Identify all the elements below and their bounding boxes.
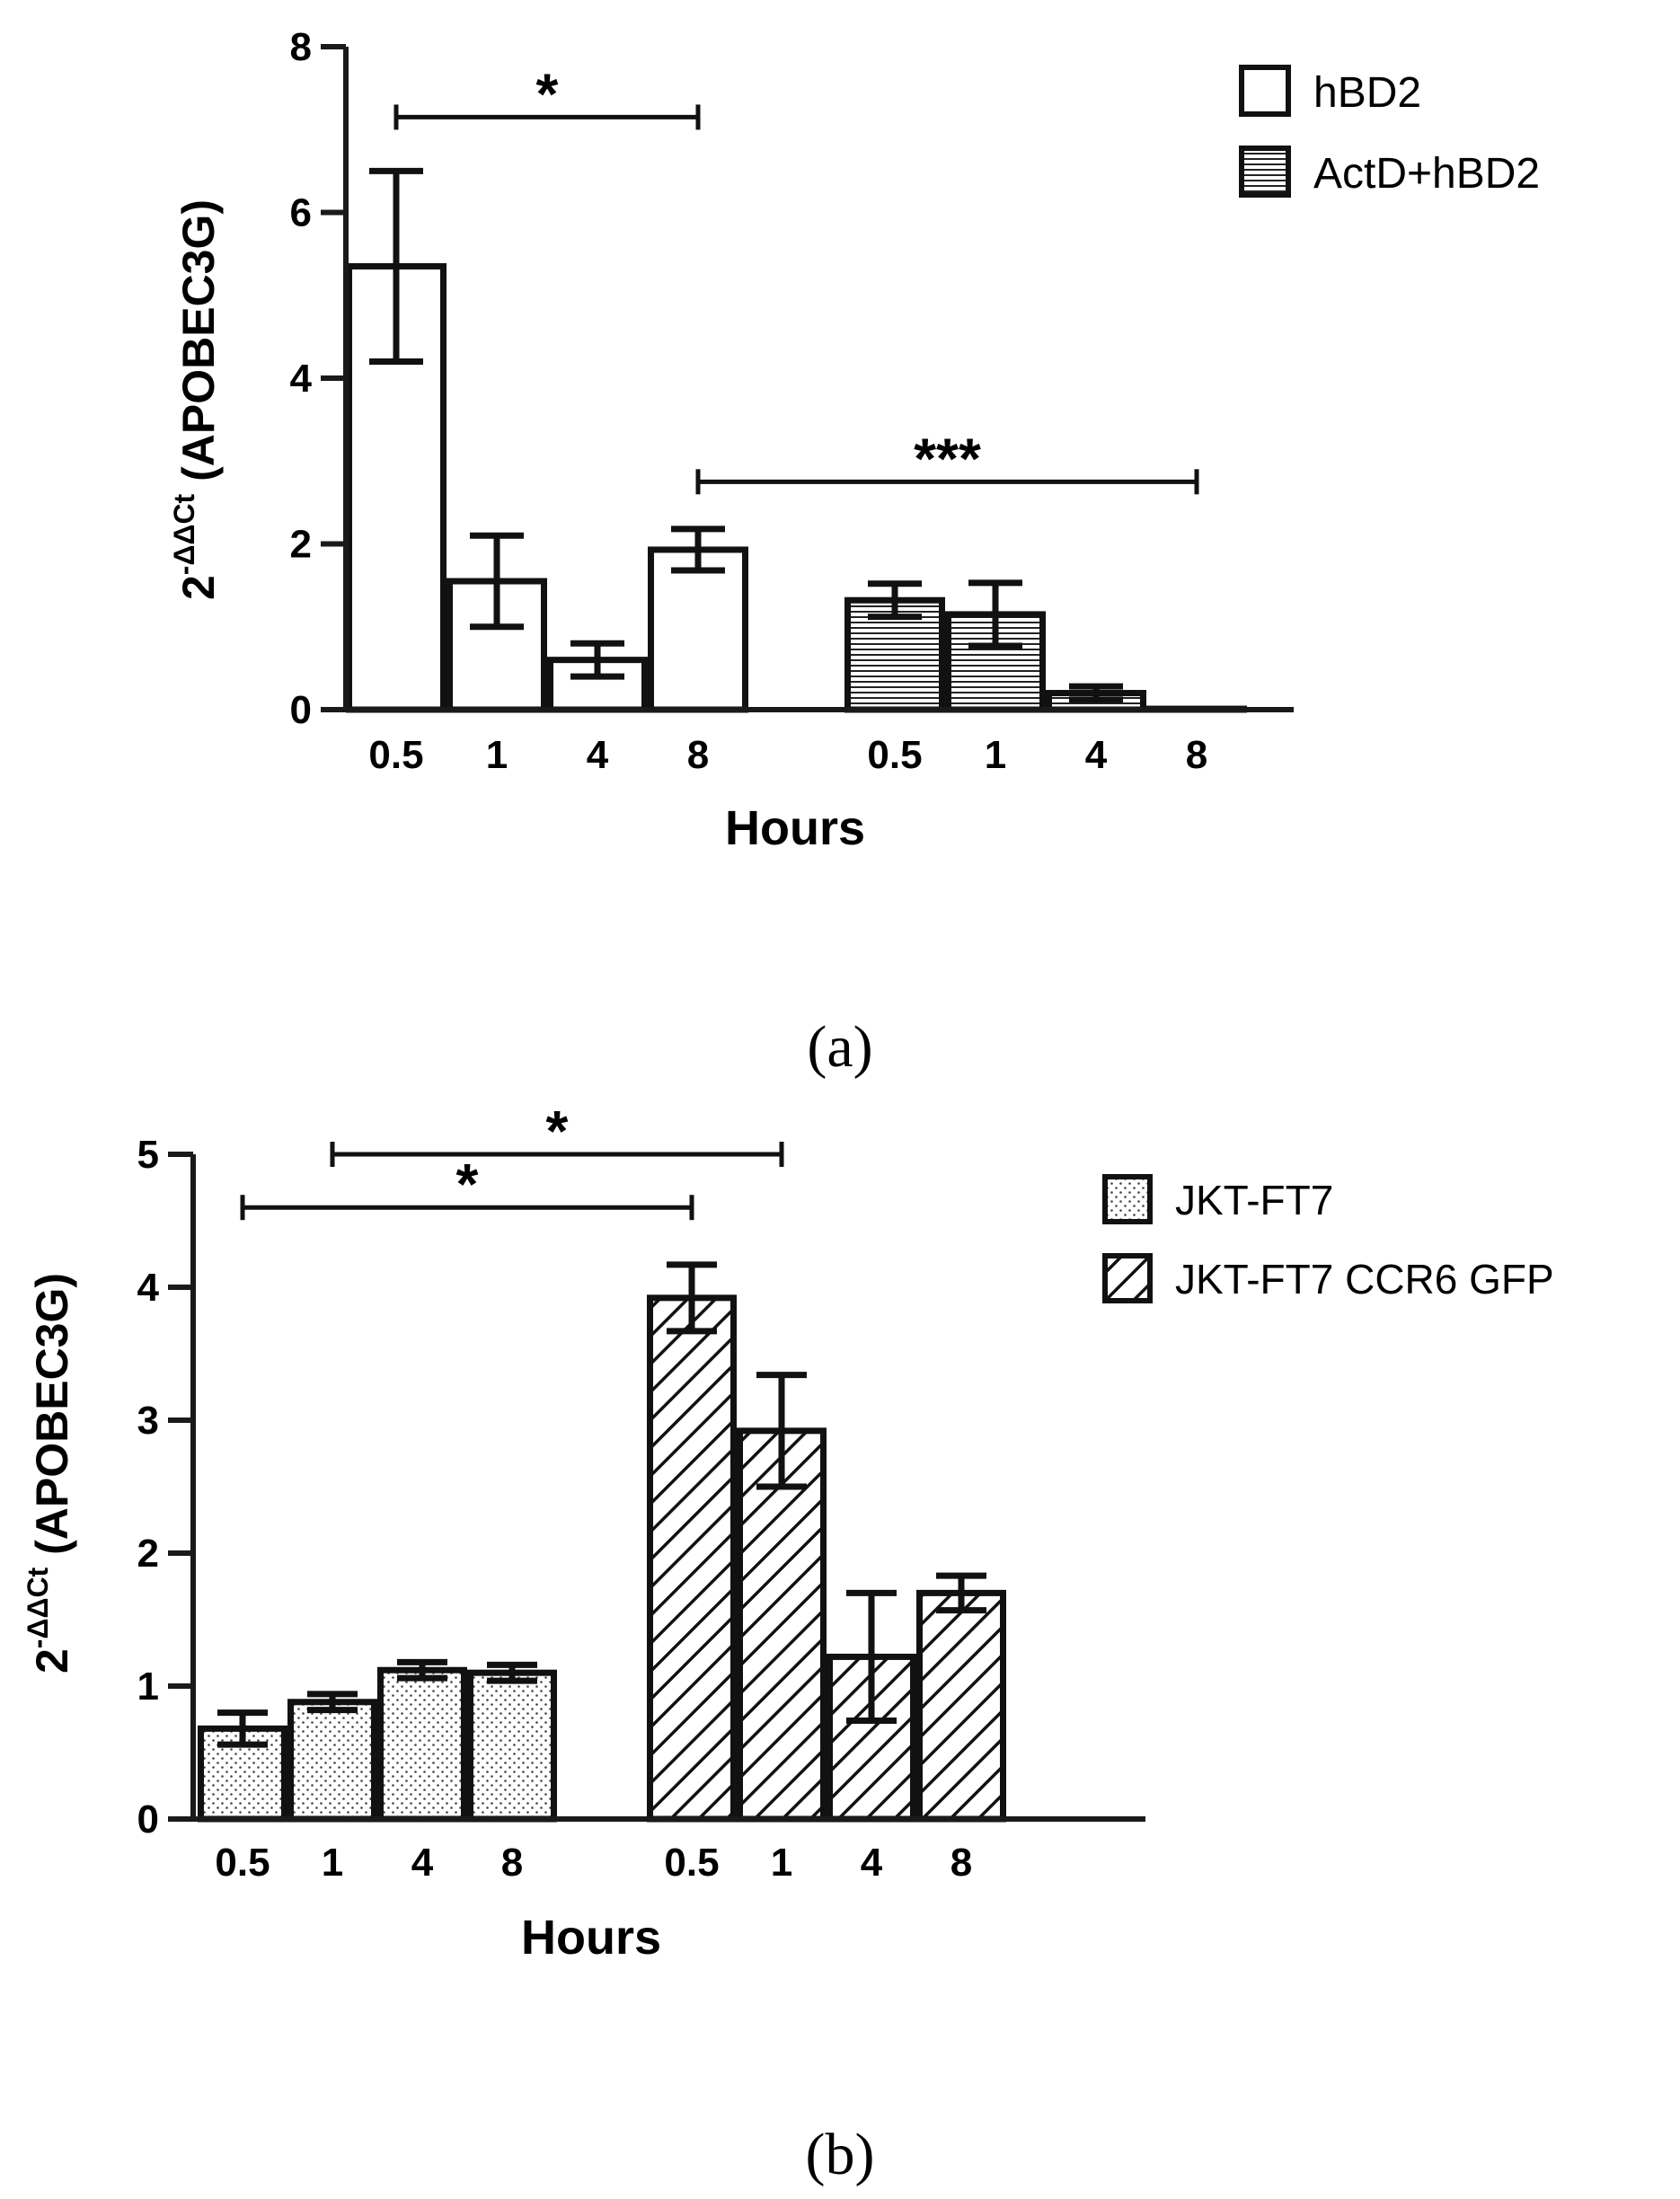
panel-b-x-axis-title: Hours (521, 1911, 661, 1965)
x-tick-label: 0.5 (215, 1841, 270, 1885)
significance-label: * (456, 1152, 479, 1216)
panel-b-chart: 0 1 2 3 4 5 * * 0.5 1 4 8 0.5 1 4 8 Hours 2-ΔΔCt (APO… (22, 1099, 1554, 2187)
panel-b-y-axis-title: 2-ΔΔCt (APOBEC3G) (22, 1273, 77, 1674)
x-tick-label: 4 (861, 1841, 883, 1885)
significance-label: * (536, 61, 559, 126)
x-tick-label: 4 (587, 733, 609, 777)
x-tick-label: 1 (771, 1841, 792, 1885)
x-tick-label: 1 (322, 1841, 343, 1885)
legend-label: JKT-FT7 (1175, 1177, 1333, 1223)
y-tick-label: 4 (290, 357, 313, 401)
x-tick-label: 1 (985, 733, 1006, 777)
x-tick-label: 0.5 (867, 733, 922, 777)
legend-swatch (1102, 1174, 1153, 1224)
legend-label: hBD2 (1313, 69, 1421, 117)
y-tick-label: 4 (137, 1266, 160, 1310)
legend-label: JKT-FT7 CCR6 GFP (1175, 1256, 1554, 1303)
panel-a-y-axis-title: 2-ΔΔCt (APOBEC3G) (168, 199, 224, 600)
y-tick-label: 3 (137, 1399, 159, 1443)
panel-b-label: (b) (806, 2122, 875, 2187)
bar-jkt-ft7-ccr6-gfp-8h (916, 1589, 1006, 1823)
y-tick-label: 1 (137, 1665, 159, 1709)
y-tick-label: 2 (137, 1532, 159, 1576)
y-tick-label: 5 (137, 1133, 159, 1177)
significance-label: *** (914, 426, 981, 490)
x-tick-label: 8 (687, 733, 709, 777)
y-tick-label: 8 (290, 25, 312, 69)
y-tick-label: 2 (290, 523, 312, 567)
y-tick-label: 0 (290, 688, 312, 732)
x-tick-label: 8 (501, 1841, 523, 1885)
y-tick-label: 6 (290, 191, 312, 235)
panel-a-x-axis-title: Hours (725, 801, 865, 855)
x-tick-label: 4 (411, 1841, 434, 1885)
bar-jkt-ft7-ccr6-gfp-0-5h (647, 1294, 737, 1823)
legend-swatch (1239, 146, 1291, 198)
bar-jkt-ft7-1h (287, 1699, 377, 1823)
legend-label: ActD+hBD2 (1313, 150, 1540, 198)
legend-swatch (1239, 65, 1291, 117)
x-tick-label: 8 (951, 1841, 972, 1885)
panel-a-label: (a) (807, 1014, 872, 1080)
x-tick-label: 0.5 (368, 733, 423, 777)
bar-jkt-ft7-4h (377, 1666, 467, 1823)
bar-hbd2-8h (648, 546, 748, 713)
legend-swatch (1102, 1253, 1153, 1303)
x-tick-label: 1 (486, 733, 508, 777)
significance-label: * (546, 1099, 569, 1163)
bar-jkt-ft7-8h (467, 1669, 557, 1823)
y-tick-label: 0 (137, 1797, 159, 1841)
x-tick-label: 0.5 (664, 1841, 719, 1885)
x-tick-label: 8 (1186, 733, 1207, 777)
x-tick-label: 4 (1085, 733, 1108, 777)
